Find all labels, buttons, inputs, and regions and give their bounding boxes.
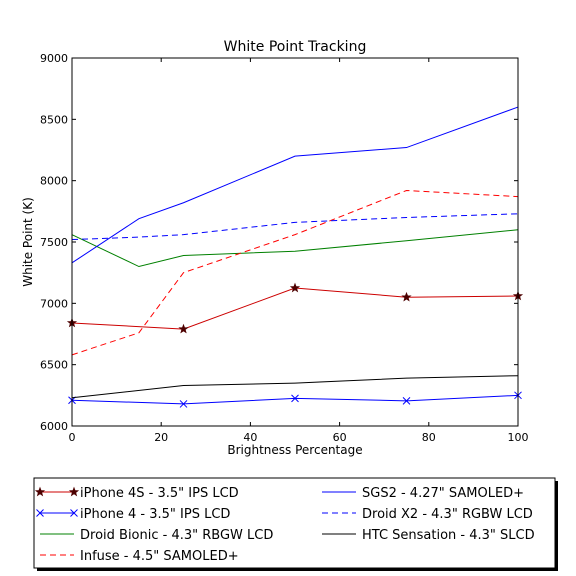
legend-label-6: Droid X2 - 4.3" RGBW LCD bbox=[362, 507, 533, 522]
y-axis-label: White Point (K) bbox=[21, 197, 35, 287]
legend-label-1: iPhone 4S - 3.5" IPS LCD bbox=[80, 486, 239, 501]
x-axis: 0 20 40 60 80 100 bbox=[69, 58, 529, 444]
legend-marker-2-a-stroke-b bbox=[36, 509, 44, 517]
legend-marker-2-a bbox=[36, 509, 44, 517]
legend-box bbox=[33, 477, 556, 569]
series-line-5 bbox=[71, 106, 519, 264]
chart-title: White Point Tracking bbox=[224, 39, 367, 55]
y-tick-label: 7500 bbox=[40, 236, 68, 249]
series-1-point bbox=[178, 323, 189, 334]
series-2-point bbox=[179, 400, 188, 408]
series-2-point bbox=[291, 394, 299, 403]
series-line-7 bbox=[71, 375, 519, 399]
y-tick-label: 6500 bbox=[40, 359, 68, 372]
series-2-point bbox=[402, 396, 411, 405]
series-line-6 bbox=[71, 213, 519, 241]
x-tick-label: 40 bbox=[243, 431, 257, 444]
x-tick-label: 0 bbox=[69, 431, 76, 444]
series-2-point-stroke-b bbox=[291, 394, 299, 403]
series-2-point-stroke-b bbox=[402, 396, 411, 405]
legend-marker-2-b bbox=[70, 509, 78, 517]
legend: iPhone 4S - 3.5" IPS LCD iPhone 4 - 3.5" … bbox=[34, 486, 535, 564]
legend-label-7: HTC Sensation - 4.3" SLCD bbox=[362, 528, 535, 543]
y-tick-label: 8500 bbox=[40, 113, 68, 126]
x-tick-label: 20 bbox=[154, 431, 168, 444]
y-tick-label: 7000 bbox=[40, 297, 68, 310]
plot-lines bbox=[66, 106, 524, 408]
series-1-point bbox=[289, 282, 301, 293]
legend-marker-1-a bbox=[34, 486, 46, 497]
y-tick-label: 9000 bbox=[40, 52, 68, 65]
legend-label-5: SGS2 - 4.27" SAMOLED+ bbox=[362, 486, 524, 501]
legend-label-4: Infuse - 4.5" SAMOLED+ bbox=[80, 549, 239, 564]
x-axis-label: Brightness Percentage bbox=[227, 443, 362, 457]
y-tick-label: 8000 bbox=[40, 175, 68, 188]
series-line-4 bbox=[71, 189, 519, 356]
x-tick-label: 60 bbox=[333, 431, 347, 444]
series-2-point-stroke-b bbox=[179, 400, 188, 408]
legend-marker-1-b bbox=[68, 486, 80, 497]
x-tick-label: 80 bbox=[422, 431, 436, 444]
y-axis: 6000 6500 7000 7500 8000 8500 9000 bbox=[40, 52, 518, 433]
x-tick-label: 100 bbox=[508, 431, 529, 444]
legend-marker-2-b-stroke-b bbox=[70, 509, 78, 517]
legend-label-3: Droid Bionic - 4.3" RBGW LCD bbox=[80, 528, 273, 543]
y-tick-label: 6000 bbox=[40, 420, 68, 433]
series-1-point bbox=[401, 291, 412, 302]
legend-label-2: iPhone 4 - 3.5" IPS LCD bbox=[80, 507, 230, 522]
